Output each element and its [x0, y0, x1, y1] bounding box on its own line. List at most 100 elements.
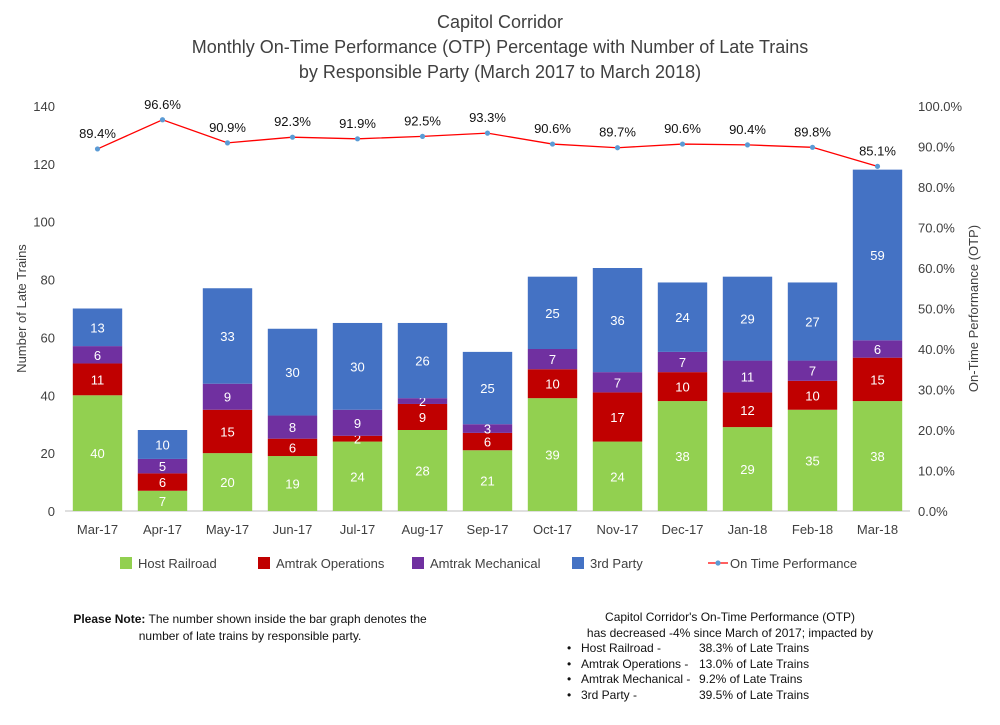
- otp-data-label: 96.6%: [144, 97, 181, 112]
- otp-point: [614, 145, 621, 151]
- bar-data-label: 7: [809, 364, 816, 379]
- chart-title-line-2: Monthly On-Time Performance (OTP) Percen…: [191, 37, 809, 57]
- bar-data-label: 25: [545, 306, 559, 321]
- otp-point: [549, 141, 556, 147]
- x-tick-label: Mar-18: [857, 522, 898, 537]
- otp-data-label: 90.4%: [729, 122, 766, 137]
- x-tick-label: Jun-17: [273, 522, 313, 537]
- bar-segment: [397, 398, 448, 404]
- bar-data-label: 7: [159, 494, 166, 509]
- bar-data-label: 28: [415, 464, 429, 479]
- bar-segment: [527, 398, 578, 511]
- bar-data-label: 9: [419, 410, 426, 425]
- bar-data-label: 15: [220, 424, 234, 439]
- bar-data-label: 2: [354, 432, 361, 447]
- otp-data-label: 90.9%: [209, 120, 246, 135]
- bar-segment: [592, 441, 643, 511]
- bar-data-label: 10: [155, 437, 169, 452]
- otp-data-label: 92.5%: [404, 113, 441, 128]
- bar-data-label: 6: [484, 435, 491, 450]
- bar-segment: [657, 401, 708, 511]
- bar-data-label: 30: [285, 365, 299, 380]
- y-tick-label: 100: [33, 215, 55, 230]
- please-note: Please Note: The number shown inside the…: [60, 611, 440, 645]
- bar-segment: [852, 169, 903, 341]
- bar-segment: [397, 322, 448, 399]
- legend-label: Amtrak Mechanical: [430, 556, 541, 571]
- bar-segment: [137, 490, 188, 511]
- bar-segment: [527, 276, 578, 349]
- x-tick-label: Jul-17: [340, 522, 375, 537]
- bar-data-label: 7: [679, 355, 686, 370]
- bar-data-label: 8: [289, 420, 296, 435]
- otp-summary-line-2: has decreased -4% since March of 2017; i…: [586, 625, 874, 640]
- bar-segment: [787, 380, 838, 410]
- y2-tick-label: 80.0%: [918, 180, 955, 195]
- bar-segment: [592, 392, 643, 442]
- bar-data-label: 6: [289, 440, 296, 455]
- bar-data-label: 21: [480, 474, 494, 489]
- bar-data-label: 20: [220, 475, 234, 490]
- bar-segment: [137, 473, 188, 491]
- bar-segment: [462, 450, 513, 511]
- legend-swatch: [120, 557, 132, 569]
- otp-point: [419, 133, 426, 139]
- otp-impact-list: Host Railroad - 38.3% of Late Trains Amtr…: [555, 641, 905, 703]
- bar-data-label: 25: [480, 381, 494, 396]
- x-tick-label: Nov-17: [597, 522, 639, 537]
- impact-party: Amtrak Operations -: [581, 656, 689, 671]
- x-tick-label: Sep-17: [467, 522, 509, 537]
- otp-point: [224, 140, 231, 146]
- impact-share: 9.2% of Late Trains: [699, 672, 803, 686]
- x-tick-label: Feb-18: [792, 522, 833, 537]
- y2-tick-label: 50.0%: [918, 302, 955, 317]
- bar-data-label: 6: [94, 348, 101, 363]
- bar-segment: [462, 424, 513, 433]
- bar-segment: [787, 409, 838, 511]
- bar-data-label: 26: [415, 354, 429, 369]
- legend-swatch-marker: [715, 560, 721, 566]
- bar-data-label: 59: [870, 248, 884, 263]
- legend-swatch: [572, 557, 584, 569]
- y2-tick-label: 60.0%: [918, 261, 955, 276]
- bar-segment: [267, 438, 318, 457]
- otp-data-label: 89.4%: [79, 126, 116, 141]
- bar-data-label: 2: [419, 394, 426, 409]
- bar-segment: [332, 441, 383, 511]
- bar-data-label: 9: [224, 390, 231, 405]
- y2-axis-title: On-Time Performance (OTP): [966, 225, 981, 392]
- otp-data-label: 91.9%: [339, 116, 376, 131]
- x-tick-label: Mar-17: [77, 522, 118, 537]
- bar-segment: [722, 276, 773, 361]
- bar-segment: [462, 351, 513, 425]
- otp-point: [94, 146, 101, 152]
- bar-segment: [202, 453, 253, 511]
- bar-data-label: 17: [610, 410, 624, 425]
- otp-data-label: 89.7%: [599, 125, 636, 140]
- impact-item: Amtrak Mechanical - 9.2% of Late Trains: [567, 672, 905, 688]
- otp-point: [484, 130, 491, 136]
- otp-point: [744, 142, 751, 148]
- x-tick-label: May-17: [206, 522, 249, 537]
- bar-segment: [202, 288, 253, 384]
- impact-item: Host Railroad - 38.3% of Late Trains: [567, 641, 905, 657]
- chart-title-line-3: by Responsible Party (March 2017 to Marc…: [298, 62, 702, 82]
- otp-point: [289, 134, 296, 140]
- y2-tick-label: 40.0%: [918, 342, 955, 357]
- y-tick-label: 120: [33, 157, 55, 172]
- otp-point: [874, 163, 881, 169]
- bar-segment: [527, 369, 578, 399]
- otp-data-label: 92.3%: [274, 114, 311, 129]
- stacked-bar-line-chart: 0 20 40 60 80 100 120 140 0.0% 10.0% 20.0% 30.0% 40.…: [14, 97, 981, 571]
- otp-point: [159, 117, 166, 123]
- otp-summary-line-1: Capitol Corridor's On-Time Performance (…: [605, 610, 855, 624]
- bar-segment: [332, 435, 383, 442]
- please-note-label: Please Note:: [73, 612, 146, 626]
- x-tick-label: Jan-18: [728, 522, 768, 537]
- bar-data-label: 11: [741, 369, 755, 384]
- bar-data-label: 6: [159, 475, 166, 490]
- impact-party: 3rd Party -: [581, 687, 638, 702]
- bar-segment: [397, 430, 448, 511]
- bar-segment: [137, 430, 188, 459]
- y2-tick-label: 90.0%: [918, 140, 955, 155]
